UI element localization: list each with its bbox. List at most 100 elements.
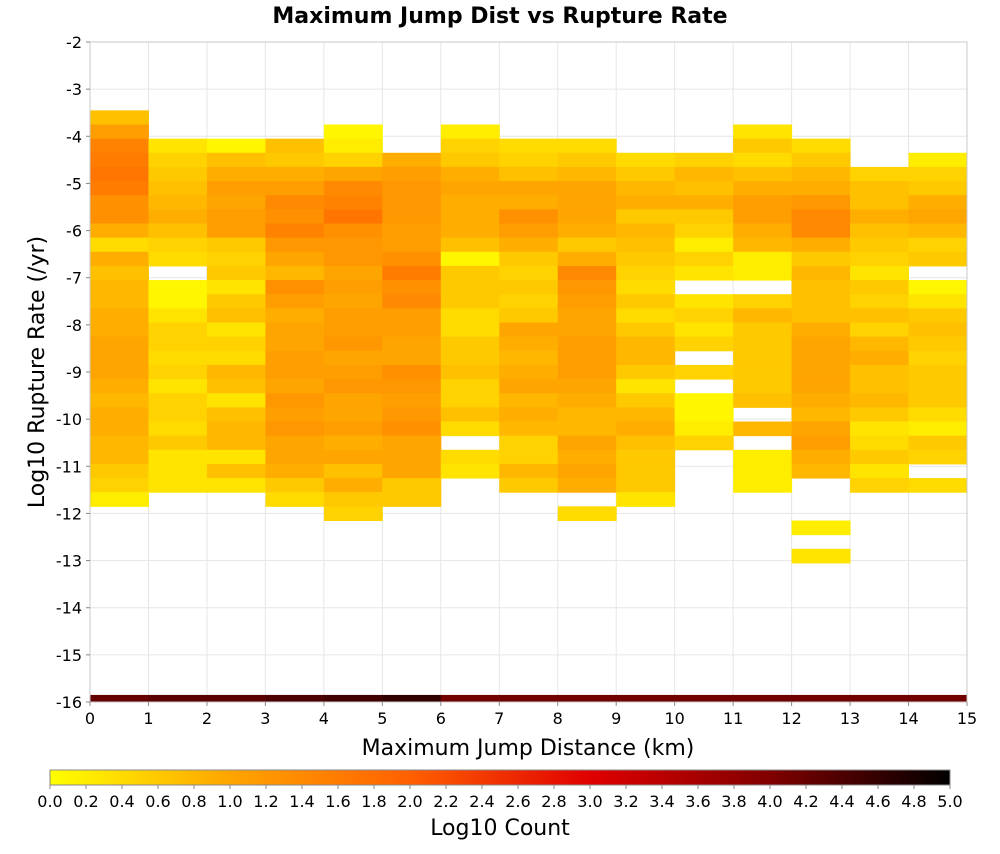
- chart-title: Maximum Jump Dist vs Rupture Rate: [272, 4, 727, 29]
- colorbar-tick-label: 0.8: [181, 792, 206, 811]
- heatmap-cell: [499, 251, 559, 267]
- heatmap-cell: [148, 195, 208, 210]
- heatmap-cell: [557, 209, 617, 224]
- heatmap-cell: [382, 322, 442, 338]
- heatmap-cell: [908, 322, 968, 338]
- heatmap-cell: [90, 449, 149, 465]
- heatmap-cell: [616, 265, 676, 281]
- heatmap-cell: [440, 322, 500, 338]
- heatmap-cell: [850, 449, 910, 465]
- heatmap-cell: [733, 478, 793, 493]
- heatmap-cell: [382, 294, 442, 309]
- heatmap-cell: [791, 138, 851, 154]
- heatmap-cell: [440, 379, 500, 394]
- heatmap-cell: [908, 195, 968, 210]
- heatmap-cell: [265, 308, 325, 323]
- heatmap-cell: [90, 694, 149, 702]
- heatmap-cell: [323, 694, 383, 702]
- heatmap-cell: [850, 407, 910, 422]
- y-axis-label: Log10 Rupture Rate (/yr): [25, 236, 50, 508]
- heatmap-cell: [850, 166, 910, 182]
- heatmap-cell: [382, 407, 442, 422]
- heatmap-cell: [90, 181, 149, 196]
- heatmap-cell: [382, 152, 442, 168]
- heatmap-cell: [148, 294, 208, 309]
- heatmap-cell: [90, 322, 149, 338]
- heatmap-cell: [674, 336, 734, 352]
- heatmap-cell: [265, 223, 325, 239]
- heatmap-cell: [850, 694, 910, 702]
- heatmap-cell: [674, 209, 734, 224]
- heatmap-cell: [206, 280, 266, 295]
- heatmap-cell: [791, 308, 851, 323]
- heatmap-cell: [908, 336, 968, 352]
- heatmap-cell: [265, 449, 325, 465]
- heatmap-cell: [148, 478, 208, 493]
- heatmap-cell: [791, 251, 851, 267]
- heatmap-cell: [733, 364, 793, 380]
- heatmap-cell: [206, 251, 266, 267]
- heatmap-cell: [206, 463, 266, 479]
- heatmap-cell: [850, 379, 910, 394]
- heatmap-cell: [90, 265, 149, 281]
- heatmap-cell: [323, 463, 383, 479]
- heatmap-cell: [733, 463, 793, 479]
- heatmap-cell: [323, 308, 383, 323]
- heatmap-cell: [908, 694, 968, 702]
- heatmap-cell: [557, 393, 617, 408]
- heatmap-cell: [499, 694, 559, 702]
- heatmap-cell: [323, 421, 383, 437]
- heatmap-cell: [382, 251, 442, 267]
- heatmap-cell: [265, 364, 325, 380]
- heatmap-cell: [382, 421, 442, 437]
- heatmap-cell: [791, 350, 851, 366]
- heatmap-cell: [908, 237, 968, 253]
- heatmap-cell: [733, 124, 793, 140]
- colorbar-tick-label: 1.2: [253, 792, 278, 811]
- heatmap-cell: [674, 223, 734, 239]
- colorbar-tick-label: 2.0: [397, 792, 422, 811]
- heatmap-cell: [791, 548, 851, 564]
- heatmap-cell: [674, 407, 734, 422]
- x-tick-label: 4: [319, 709, 329, 728]
- heatmap-cell: [557, 421, 617, 437]
- heatmap-cell: [733, 322, 793, 338]
- heatmap-cell: [206, 322, 266, 338]
- heatmap-cell: [90, 308, 149, 323]
- heatmap-cell: [323, 237, 383, 253]
- heatmap-cell: [382, 449, 442, 465]
- heatmap-cell: [791, 364, 851, 380]
- heatmap-cell: [148, 463, 208, 479]
- heatmap-cell: [206, 181, 266, 196]
- heatmap-cell: [733, 421, 793, 437]
- y-tick-label: -5: [66, 174, 82, 193]
- heatmap-cell: [265, 435, 325, 451]
- heatmap-cell: [148, 308, 208, 323]
- heatmap-cell: [499, 265, 559, 281]
- heatmap-cell: [265, 492, 325, 507]
- heatmap-cell: [733, 138, 793, 154]
- heatmap-cell: [733, 181, 793, 196]
- heatmap-cell: [908, 209, 968, 224]
- heatmap-cell: [440, 166, 500, 182]
- heatmap-cell: [90, 152, 149, 168]
- heatmap-cell: [908, 478, 968, 493]
- heatmap-cell: [791, 393, 851, 408]
- heatmap-cell: [382, 393, 442, 408]
- heatmap-cell: [323, 280, 383, 295]
- colorbar-tick-label: 5.0: [937, 792, 962, 811]
- heatmap-cell: [791, 421, 851, 437]
- heatmap-cell: [908, 364, 968, 380]
- heatmap-cell: [908, 223, 968, 239]
- heatmap-cell: [499, 223, 559, 239]
- heatmap-cell: [557, 506, 617, 521]
- x-tick-label: 13: [840, 709, 860, 728]
- y-tick-label: -16: [56, 693, 82, 712]
- heatmap-cell: [265, 336, 325, 352]
- heatmap-cell: [850, 265, 910, 281]
- heatmap-cell: [265, 379, 325, 394]
- heatmap-cell: [90, 124, 149, 140]
- colorbar-tick-label: 4.8: [901, 792, 926, 811]
